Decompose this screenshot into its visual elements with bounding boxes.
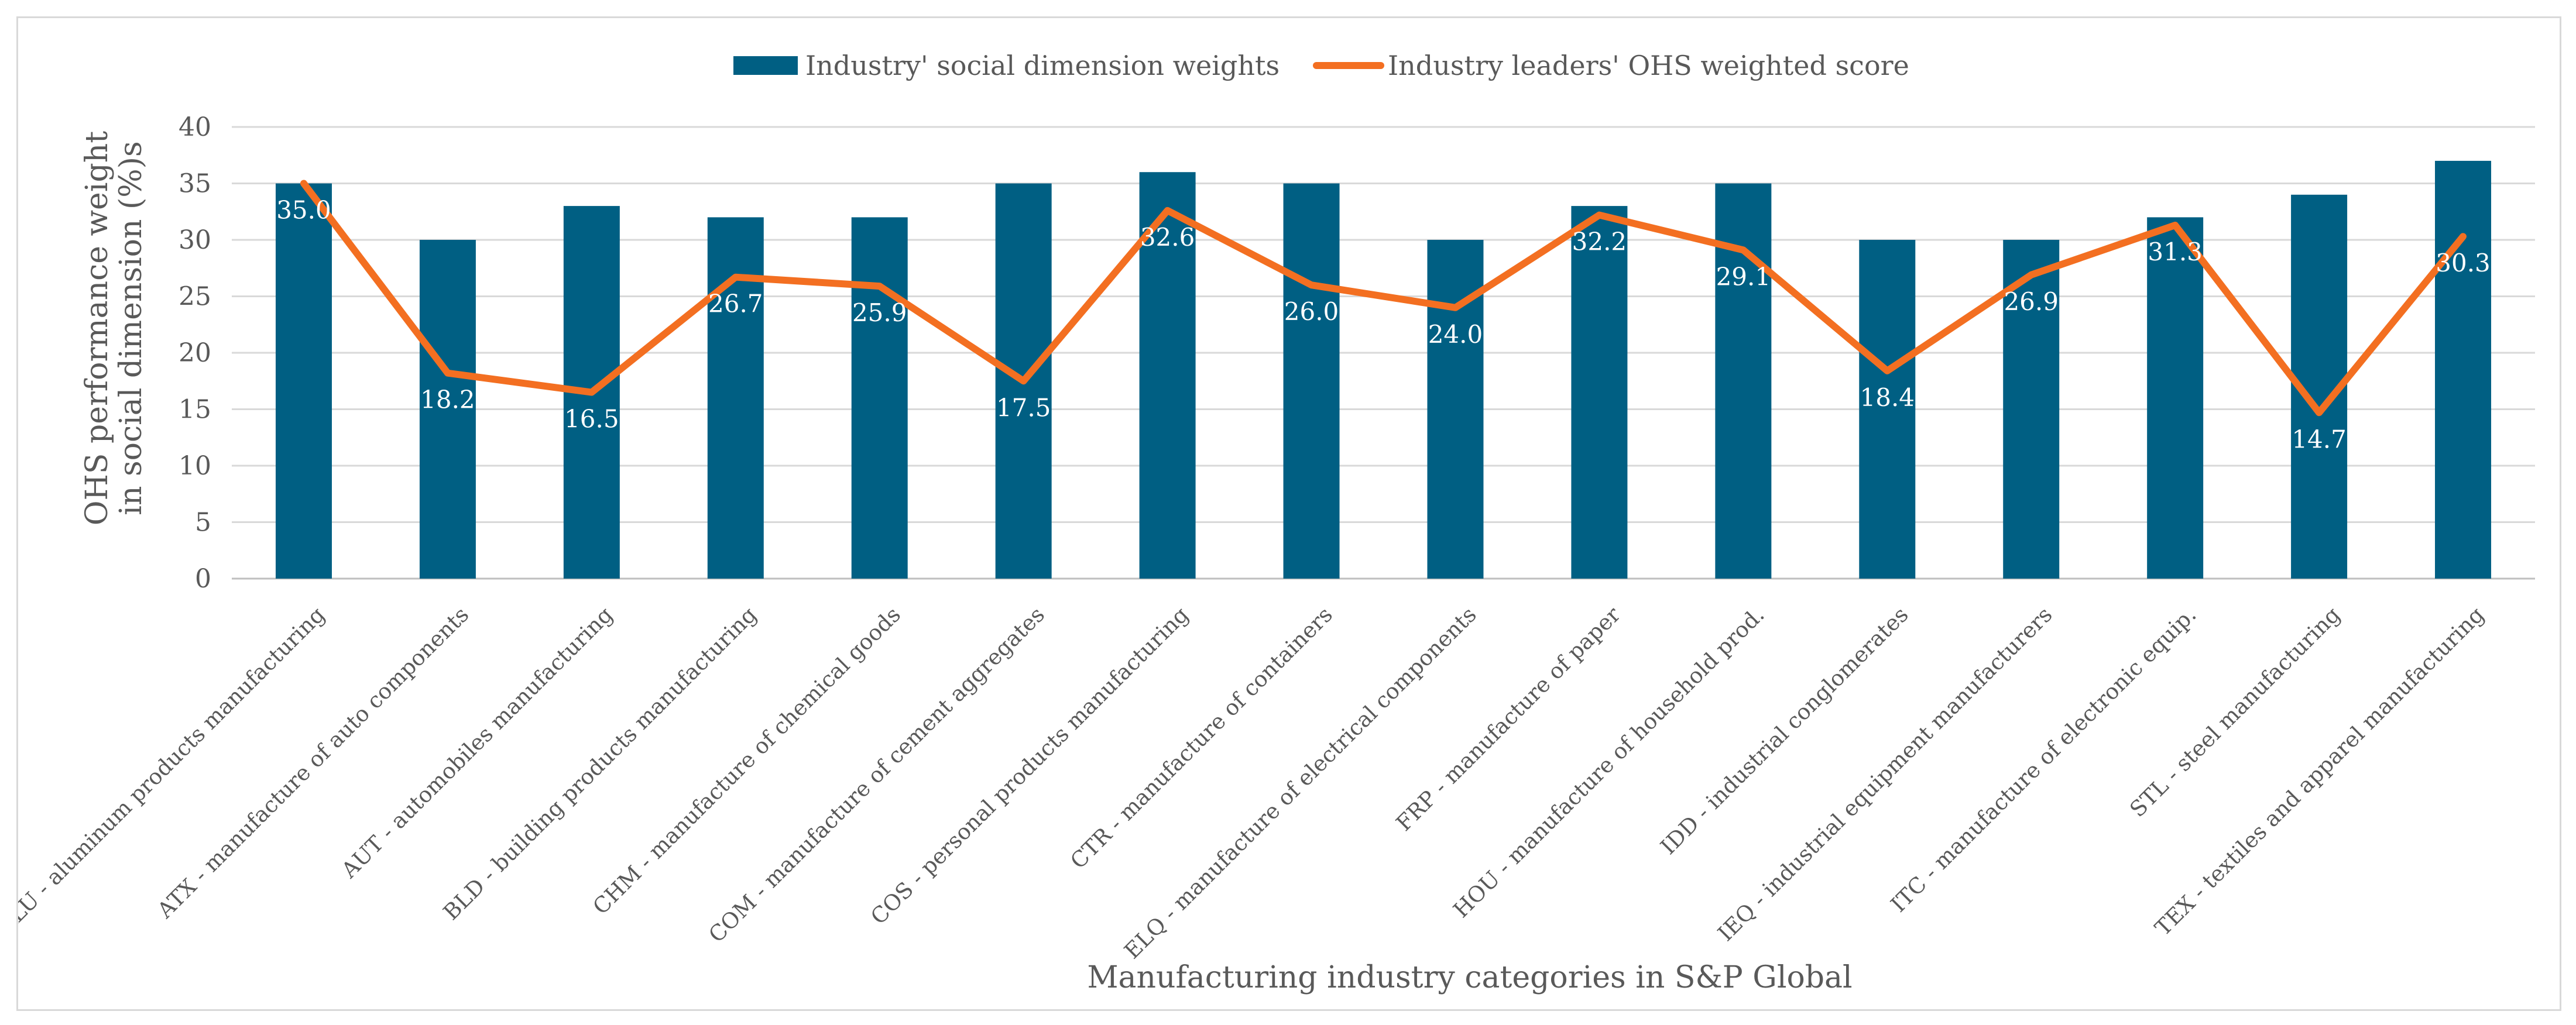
legend-label-bars: Industry' social dimension weights	[805, 50, 1280, 81]
data-label-4: 25.9	[852, 298, 907, 327]
x-category-label-9: FRP - manufacture of paper	[1391, 602, 1625, 836]
bar-9	[1571, 206, 1628, 579]
data-label-13: 31.3	[2148, 238, 2203, 266]
data-label-8: 24.0	[1428, 320, 1483, 349]
data-label-1: 18.2	[420, 386, 475, 414]
data-label-9: 32.2	[1572, 228, 1627, 256]
y-tick-label-25: 25	[179, 282, 211, 312]
bar-3	[707, 217, 764, 579]
x-category-label-3: BLD - building products manufacturing	[438, 602, 762, 925]
legend-swatch-bars	[733, 56, 798, 75]
data-label-15: 30.3	[2436, 249, 2491, 277]
chart-svg: Industry' social dimension weights Indus…	[0, 50, 2535, 995]
y-tick-label-35: 35	[179, 169, 211, 199]
bar-13	[2147, 217, 2204, 579]
data-label-10: 29.1	[1716, 262, 1771, 291]
bar-15	[2435, 160, 2492, 579]
data-label-0: 35.0	[276, 196, 331, 225]
bar-11	[1859, 240, 1916, 579]
x-category-label-10: HOU - manufacture of household prod.	[1449, 602, 1769, 923]
x-category-label-1: ATX - manufacture of auto components	[152, 602, 474, 923]
x-category-label-2: AUT - automobiles manufacturing	[336, 602, 618, 883]
x-axis-category-labels: ALU - aluminum products manufacturingATX…	[0, 602, 2489, 964]
chart-frame: Industry' social dimension weights Indus…	[0, 16, 2561, 1011]
y-tick-label-15: 15	[179, 395, 211, 425]
y-axis-title-line2: in social dimension (%)s	[114, 141, 149, 515]
x-axis-title: Manufacturing industry categories in S&P…	[1087, 960, 1852, 995]
data-label-3: 26.7	[708, 290, 763, 318]
legend: Industry' social dimension weights Indus…	[733, 50, 1909, 81]
line-series	[300, 180, 2467, 417]
bar-1	[419, 240, 476, 579]
y-tick-label-30: 30	[179, 225, 211, 255]
y-axis-title-line1: OHS performance weight	[80, 131, 115, 525]
y-tick-label-10: 10	[179, 451, 211, 481]
data-label-5: 17.5	[996, 393, 1051, 422]
bar-4	[851, 217, 908, 579]
data-label-6: 32.6	[1140, 223, 1195, 252]
data-label-2: 16.5	[564, 405, 619, 434]
y-tick-label-0: 0	[195, 564, 211, 594]
x-category-label-7: CTR - manufacture of containers	[1065, 602, 1337, 874]
y-tick-label-5: 5	[195, 508, 211, 538]
bars	[275, 160, 2492, 579]
bar-0	[275, 183, 332, 579]
data-label-12: 26.9	[2004, 287, 2059, 316]
bar-12	[2003, 240, 2060, 579]
x-category-label-12: IEQ - industrial equipment manufacturers	[1713, 602, 2057, 946]
x-category-label-13: ITC - manufacture of electronic equip.	[1886, 602, 2201, 917]
bar-8	[1427, 240, 1484, 579]
data-label-14: 14.7	[2292, 425, 2347, 453]
data-label-11: 18.4	[1860, 383, 1915, 412]
x-category-label-4: CHM - manufacture of chemical goods	[588, 602, 905, 919]
y-tick-label-20: 20	[179, 338, 211, 368]
y-tick-label-40: 40	[179, 112, 211, 142]
data-label-7: 26.0	[1284, 297, 1339, 326]
ohs-score-line	[300, 180, 2467, 417]
x-category-label-5: COM - manufacture of cement aggregates	[704, 602, 1049, 948]
x-category-label-15: TEX - textiles and apparel manufacturing	[2150, 602, 2489, 941]
x-category-label-6: COS - personal products manufacturing	[866, 602, 1193, 930]
y-axis-ticks: 0 5 10 15 20 25 30 35 40	[179, 112, 211, 594]
legend-label-line: Industry leaders' OHS weighted score	[1388, 50, 1909, 81]
bar-6	[1139, 172, 1196, 579]
bar-7	[1283, 183, 1340, 579]
data-labels: 35.0 18.2 16.5 26.7 25.9 17.5 32.6 26.0 24.0 32.2…	[276, 196, 2491, 454]
x-category-label-11: IDD - industrial conglomerates	[1656, 602, 1913, 859]
